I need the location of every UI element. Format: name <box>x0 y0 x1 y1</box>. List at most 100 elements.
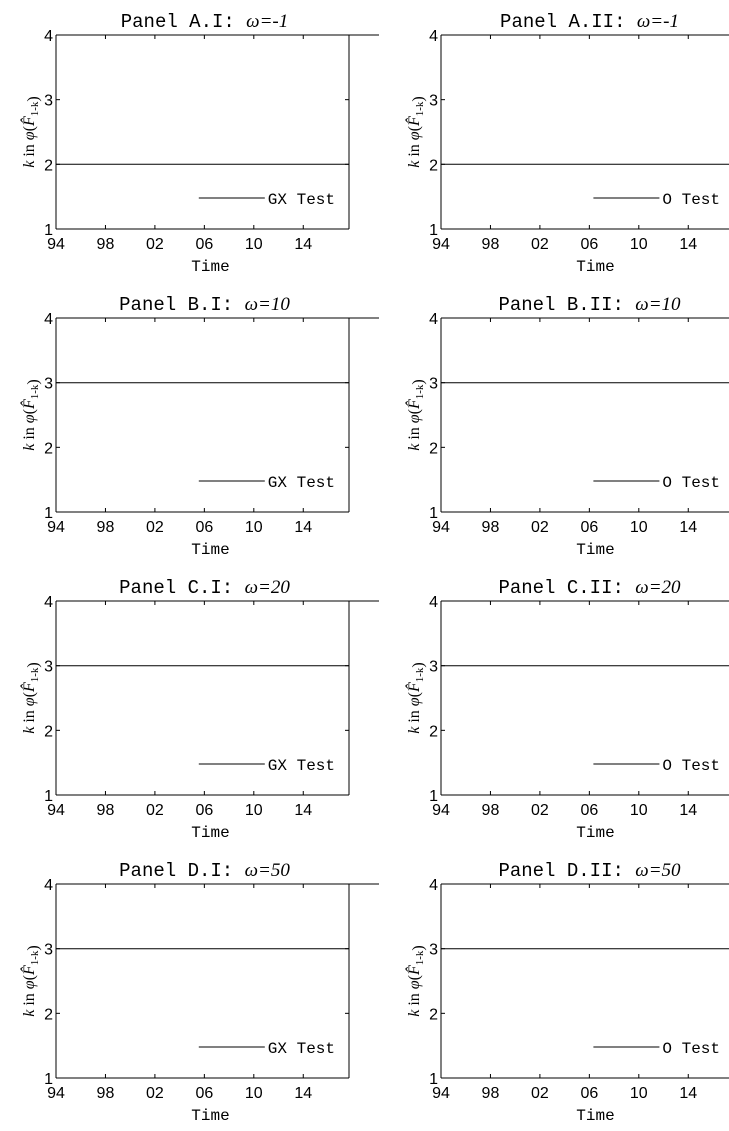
y-axis-label-part: φ <box>406 131 423 140</box>
panel-7: Panel D.I: ω=50 1 2 3 4 94 98 02 06 10 14 Time k in … <box>19 860 379 1125</box>
y-axis-label-part: in <box>406 140 423 160</box>
y-tick-label: 2 <box>44 723 53 740</box>
x-tick-label: 02 <box>531 236 549 253</box>
y-tick-label: 2 <box>44 157 53 174</box>
y-axis-label-part: in <box>406 706 423 726</box>
x-tick-label: 06 <box>195 1085 213 1102</box>
panel-4: Panel B.II: ω=10 1 2 3 4 94 98 02 06 10 14 Time k in… <box>404 294 729 559</box>
x-tick-label: 02 <box>146 236 164 253</box>
y-tick-label: 1 <box>429 222 438 239</box>
y-axis-label-part: in <box>406 423 423 443</box>
y-tick-label: 1 <box>44 222 53 239</box>
y-tick-label: 4 <box>44 311 53 328</box>
y-tick-label: 3 <box>44 942 53 959</box>
x-tick-label: 98 <box>482 519 500 536</box>
x-tick-label: 06 <box>195 236 213 253</box>
x-tick-label: 10 <box>245 1085 263 1102</box>
y-axis-label-part: φ <box>21 414 38 423</box>
x-tick-label: 94 <box>432 519 450 536</box>
panel-title-omega: ω=-1 <box>637 11 679 32</box>
y-axis-label-part: F̂ <box>404 399 423 410</box>
x-tick-label: 94 <box>47 1085 65 1102</box>
x-tick-label: 10 <box>245 519 263 536</box>
panel-title-omega: ω=-1 <box>246 11 288 32</box>
y-axis-label-part: ) <box>25 945 42 950</box>
y-axis-label-part: φ <box>21 697 38 706</box>
y-axis-label-part: in <box>21 706 38 726</box>
panel-title-text: Panel B.I: <box>119 294 244 316</box>
y-axis-label-part: 1-k <box>414 101 426 116</box>
y-axis-label-part: in <box>406 989 423 1009</box>
y-axis-label-part: F̂ <box>404 116 423 127</box>
y-axis-label-part: ) <box>410 662 427 667</box>
x-tick-label: 98 <box>482 802 500 819</box>
x-axis-label: Time <box>191 541 229 559</box>
y-axis-label-part: F̂ <box>19 965 38 976</box>
x-tick-label: 02 <box>531 802 549 819</box>
y-tick-label: 4 <box>44 28 53 45</box>
y-axis-label-part: 1-k <box>29 950 41 965</box>
y-axis-label-part: ) <box>25 379 42 384</box>
x-tick-label: 14 <box>294 519 312 536</box>
x-tick-label: 10 <box>630 1085 648 1102</box>
legend-label: O Test <box>662 191 720 209</box>
x-tick-label: 94 <box>432 1085 450 1102</box>
y-axis-label-part: ( <box>21 975 38 980</box>
x-tick-label: 98 <box>482 236 500 253</box>
y-axis-label-part: k <box>406 726 423 734</box>
y-axis-label: k in φ(F̂1-k) <box>19 96 42 168</box>
y-axis-label-part: ( <box>406 409 423 414</box>
y-axis-label: k in φ(F̂1-k) <box>404 379 427 451</box>
y-axis-label-part: 1-k <box>414 950 426 965</box>
x-tick-label: 14 <box>679 802 697 819</box>
panel-title: Panel A.I: ω=-1 <box>121 11 289 33</box>
y-tick-label: 4 <box>429 877 438 894</box>
y-axis-label-part: in <box>21 989 38 1009</box>
x-axis-label: Time <box>191 1107 229 1125</box>
y-tick-label: 4 <box>429 28 438 45</box>
x-tick-label: 10 <box>245 802 263 819</box>
y-axis-label: k in φ(F̂1-k) <box>19 662 42 734</box>
y-axis-label-part: 1-k <box>414 384 426 399</box>
x-tick-label: 14 <box>679 1085 697 1102</box>
x-tick-label: 10 <box>630 519 648 536</box>
panel-title-text: Panel A.II: <box>500 11 637 33</box>
y-axis-label-part: 1-k <box>29 101 41 116</box>
y-axis-label-part: ( <box>21 692 38 697</box>
panel-title-omega: ω=20 <box>635 577 681 598</box>
legend-label: O Test <box>662 757 720 775</box>
panel-1: Panel A.I: ω=-1 1 2 3 4 94 98 02 06 10 14 Time k in … <box>19 11 379 276</box>
x-axis-label: Time <box>576 541 614 559</box>
panel-8: Panel D.II: ω=50 1 2 3 4 94 98 02 06 10 14 Time k in… <box>404 860 729 1125</box>
panel-title-omega: ω=10 <box>635 294 681 315</box>
panel-title: Panel C.II: ω=20 <box>498 577 681 599</box>
panel-title-text: Panel D.II: <box>498 860 635 882</box>
x-tick-label: 10 <box>245 236 263 253</box>
y-tick-label: 3 <box>429 93 438 110</box>
y-tick-label: 1 <box>44 788 53 805</box>
y-axis-label-part: ) <box>410 945 427 950</box>
x-tick-label: 98 <box>97 236 115 253</box>
panel-5: Panel C.I: ω=20 1 2 3 4 94 98 02 06 10 14 Time k in … <box>19 577 379 842</box>
y-axis-label-part: k <box>406 443 423 451</box>
x-tick-label: 02 <box>531 1085 549 1102</box>
legend-label: GX Test <box>268 757 335 775</box>
y-tick-label: 2 <box>429 157 438 174</box>
x-tick-label: 06 <box>580 1085 598 1102</box>
y-tick-label: 4 <box>44 877 53 894</box>
y-tick-label: 3 <box>429 376 438 393</box>
y-tick-label: 4 <box>44 594 53 611</box>
panel-title-text: Panel D.I: <box>119 860 244 882</box>
y-axis-label-part: φ <box>406 697 423 706</box>
y-tick-label: 1 <box>429 505 438 522</box>
y-tick-label: 2 <box>429 440 438 457</box>
panel-2: Panel A.II: ω=-1 1 2 3 4 94 98 02 06 10 14 Time k in… <box>404 11 729 276</box>
x-tick-label: 02 <box>146 519 164 536</box>
panel-title-text: Panel C.II: <box>498 577 635 599</box>
x-tick-label: 98 <box>97 519 115 536</box>
x-axis-label: Time <box>191 258 229 276</box>
y-tick-label: 3 <box>44 93 53 110</box>
y-axis-label-part: φ <box>406 414 423 423</box>
x-tick-label: 06 <box>195 802 213 819</box>
y-tick-label: 3 <box>44 659 53 676</box>
